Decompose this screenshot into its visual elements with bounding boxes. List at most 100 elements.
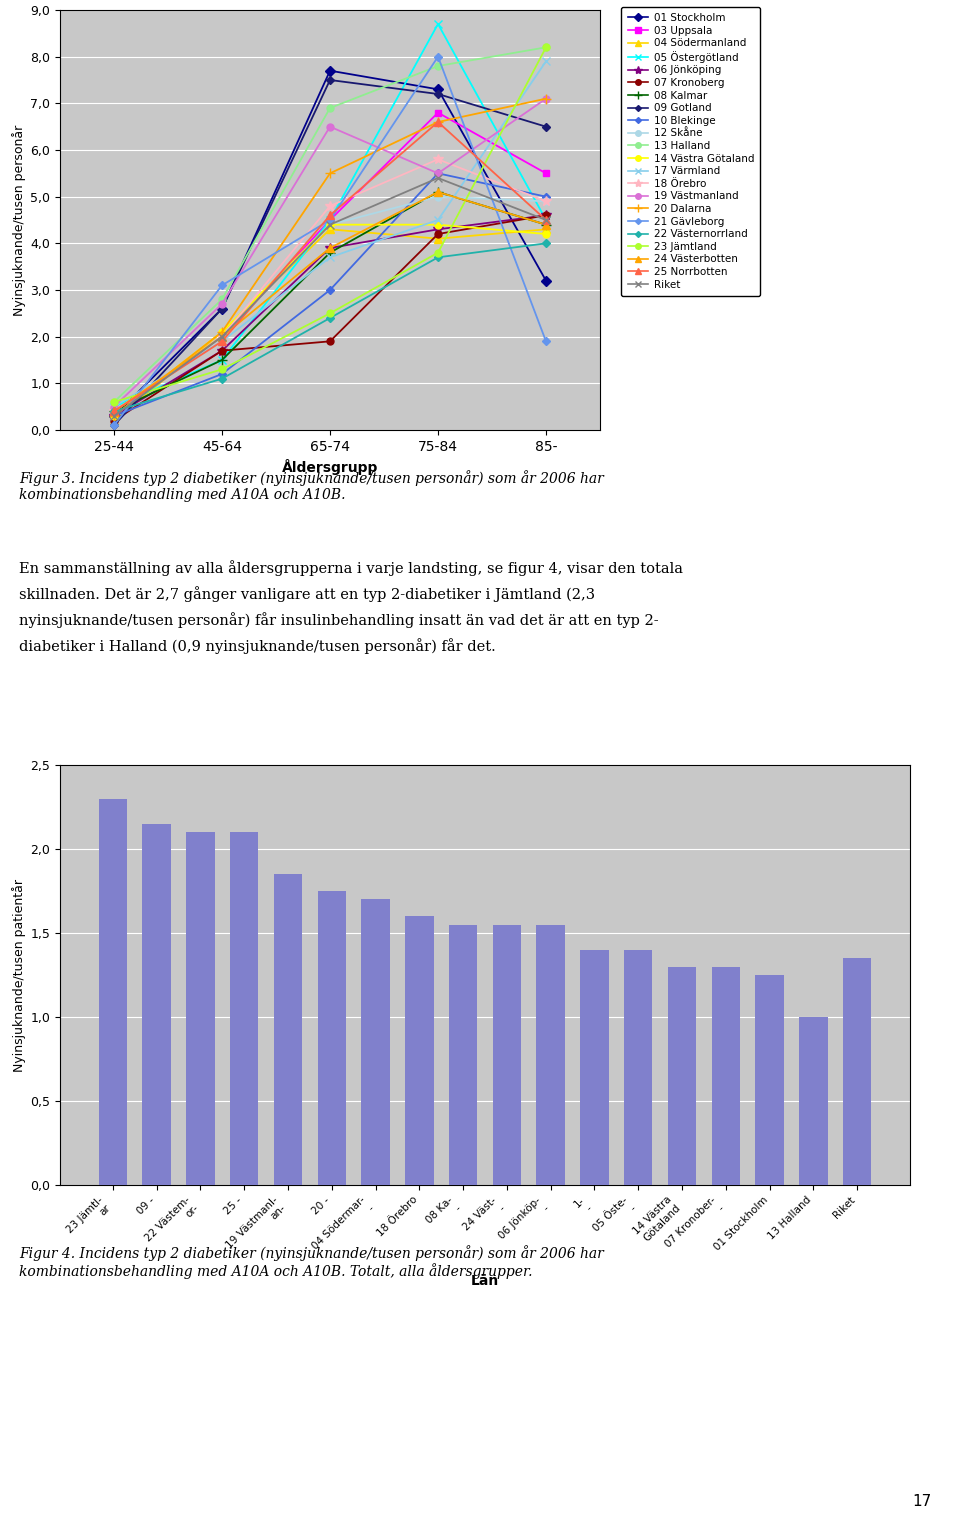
08 Kalmar	[540, 215, 552, 234]
03 Uppsala	[324, 211, 336, 229]
13 Halland	[108, 392, 120, 411]
05 Östergötland	[324, 211, 336, 229]
Riket	[324, 215, 336, 234]
01 Stockholm	[108, 406, 120, 425]
12 Skåne	[540, 192, 552, 211]
18 Örebro	[540, 192, 552, 211]
Line: 05 Östergötland: 05 Östergötland	[109, 20, 550, 411]
20 Dalarna	[108, 406, 120, 425]
17 Värmland	[216, 333, 228, 351]
Line: 01 Stockholm: 01 Stockholm	[110, 67, 549, 420]
Line: 03 Uppsala: 03 Uppsala	[110, 110, 549, 415]
18 Örebro	[324, 197, 336, 215]
18 Örebro	[108, 402, 120, 420]
05 Östergötland	[432, 15, 444, 34]
Riket	[216, 327, 228, 345]
23 Jämtland	[108, 392, 120, 411]
25 Norrbotten	[540, 211, 552, 229]
24 Västerbotten	[432, 183, 444, 202]
Line: 10 Blekinge: 10 Blekinge	[111, 171, 549, 418]
09 Gotland	[432, 86, 444, 104]
Bar	[492, 925, 521, 1185]
Bar	[711, 967, 740, 1185]
25 Norrbotten	[324, 206, 336, 224]
19 Västmanland	[324, 118, 336, 136]
05 Östergötland	[108, 397, 120, 415]
Bar	[230, 832, 258, 1185]
24 Västerbotten	[324, 238, 336, 257]
23 Jämtland	[324, 304, 336, 322]
Line: 22 Västernorrland: 22 Västernorrland	[111, 241, 549, 414]
19 Västmanland	[108, 397, 120, 415]
07 Kronoberg	[108, 411, 120, 429]
Line: 13 Halland: 13 Halland	[110, 44, 549, 406]
20 Dalarna	[324, 165, 336, 183]
07 Kronoberg	[540, 206, 552, 224]
04 Södermanland	[540, 220, 552, 238]
X-axis label: Län: Län	[470, 1274, 499, 1287]
21 Gävleborg	[432, 47, 444, 66]
Line: 19 Västmanland: 19 Västmanland	[110, 95, 549, 411]
Bar	[186, 832, 215, 1185]
17 Värmland	[432, 211, 444, 229]
Line: 18 Örebro: 18 Örebro	[109, 154, 551, 417]
05 Östergötland	[216, 351, 228, 370]
10 Blekinge	[216, 365, 228, 383]
21 Gävleborg	[216, 276, 228, 295]
06 Jönköping	[108, 406, 120, 425]
23 Jämtland	[540, 38, 552, 56]
Line: 23 Jämtland: 23 Jämtland	[110, 44, 549, 406]
19 Västmanland	[540, 90, 552, 108]
12 Skåne	[216, 327, 228, 345]
Legend: 01 Stockholm, 03 Uppsala, 04 Södermanland, 05 Östergötland, 06 Jönköping, 07 Kro: 01 Stockholm, 03 Uppsala, 04 Södermanlan…	[621, 6, 760, 296]
Line: 17 Värmland: 17 Värmland	[109, 56, 550, 411]
Riket	[108, 406, 120, 425]
Bar	[843, 959, 872, 1185]
14 Västra Götaland	[108, 406, 120, 425]
Riket	[432, 169, 444, 188]
09 Gotland	[216, 299, 228, 318]
Line: 07 Kronoberg: 07 Kronoberg	[110, 212, 549, 425]
13 Halland	[540, 38, 552, 56]
03 Uppsala	[108, 402, 120, 420]
Text: En sammanställning av alla åldersgrupperna i varje landsting, se figur 4, visar : En sammanställning av alla åldersgrupper…	[19, 560, 684, 655]
10 Blekinge	[432, 165, 444, 183]
21 Gävleborg	[324, 211, 336, 229]
14 Västra Götaland	[540, 224, 552, 243]
14 Västra Götaland	[324, 215, 336, 234]
Line: 21 Gävleborg: 21 Gävleborg	[111, 53, 549, 428]
13 Halland	[324, 99, 336, 118]
07 Kronoberg	[216, 342, 228, 360]
09 Gotland	[108, 417, 120, 435]
Line: 14 Västra Götaland: 14 Västra Götaland	[110, 221, 549, 420]
08 Kalmar	[216, 351, 228, 370]
Line: 09 Gotland: 09 Gotland	[111, 78, 549, 428]
25 Norrbotten	[432, 113, 444, 131]
23 Jämtland	[432, 243, 444, 261]
04 Södermanland	[216, 322, 228, 341]
03 Uppsala	[216, 327, 228, 345]
17 Värmland	[324, 249, 336, 267]
Line: 06 Jönköping: 06 Jönköping	[109, 211, 551, 421]
13 Halland	[432, 56, 444, 75]
19 Västmanland	[216, 295, 228, 313]
Bar	[274, 873, 302, 1185]
22 Västernorrland	[540, 234, 552, 252]
22 Västernorrland	[108, 402, 120, 420]
Line: 24 Västerbotten: 24 Västerbotten	[109, 188, 550, 415]
Text: 17: 17	[912, 1493, 931, 1509]
Line: 12 Skåne: 12 Skåne	[110, 194, 549, 415]
X-axis label: Åldersgrupp: Åldersgrupp	[282, 460, 378, 475]
23 Jämtland	[216, 360, 228, 379]
06 Jönköping	[432, 220, 444, 238]
Y-axis label: Nyinsjuknande/tusen personår: Nyinsjuknande/tusen personår	[12, 124, 26, 316]
22 Västernorrland	[432, 249, 444, 267]
Bar	[799, 1017, 828, 1185]
21 Gävleborg	[108, 417, 120, 435]
Bar	[318, 890, 346, 1185]
14 Västra Götaland	[216, 322, 228, 341]
03 Uppsala	[432, 104, 444, 122]
08 Kalmar	[108, 402, 120, 420]
20 Dalarna	[432, 113, 444, 131]
Bar	[537, 925, 564, 1185]
